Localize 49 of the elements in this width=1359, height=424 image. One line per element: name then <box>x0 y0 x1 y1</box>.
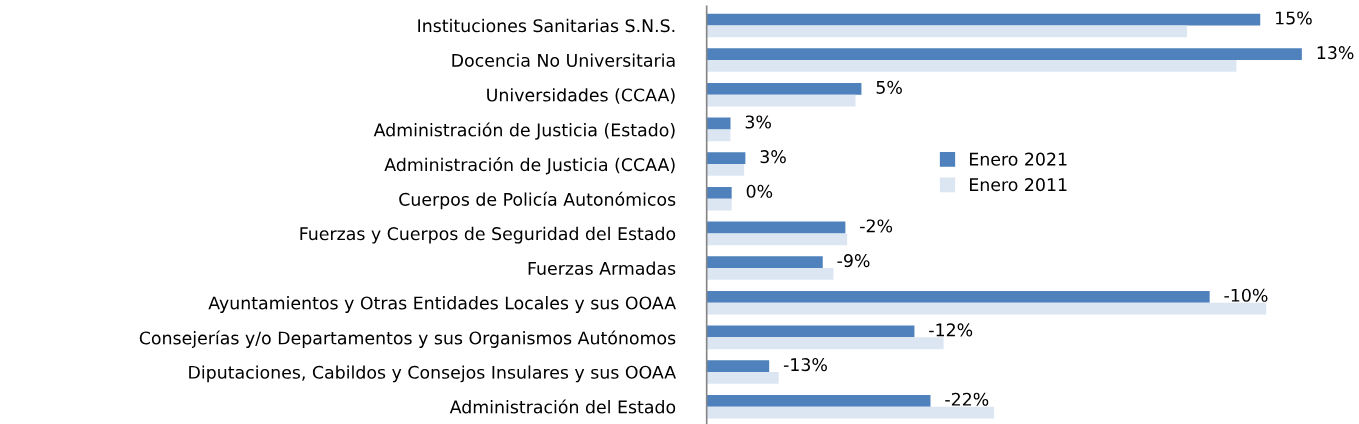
bar <box>706 325 915 338</box>
bar <box>706 302 1267 315</box>
annotation: -22% <box>945 392 989 406</box>
bar <box>706 256 823 269</box>
bar <box>706 152 746 165</box>
bar <box>706 406 995 419</box>
y-tick-label: Ayuntamientos y Otras Entidades Locales y sus OOAA <box>208 296 676 313</box>
annotation: -10% <box>1224 288 1268 302</box>
bar <box>706 94 856 107</box>
annotation: -12% <box>929 323 973 337</box>
bar <box>706 60 1237 72</box>
y-tick-label: Universidades (CCAA) <box>487 88 675 104</box>
bar <box>706 25 1188 38</box>
annotation: -2% <box>860 219 893 233</box>
bar <box>706 360 770 373</box>
annotation: 3% <box>760 150 786 164</box>
bar <box>706 82 862 95</box>
annotation: 5% <box>876 80 902 94</box>
bar <box>706 164 745 176</box>
bar <box>706 372 779 384</box>
annotation: -9% <box>837 254 870 268</box>
annotation: 15% <box>1276 11 1312 25</box>
bar <box>706 198 732 211</box>
bar <box>706 268 834 280</box>
bar <box>706 394 931 407</box>
y-tick-label: Cuerpos de Policía Autonómicos <box>399 191 676 210</box>
y-tick-label: Administración de Justicia (CCAA) <box>384 157 675 175</box>
text: 13% <box>1317 46 1354 60</box>
annotation: -13% <box>783 358 827 372</box>
bar <box>706 186 732 199</box>
legend-label: Enero 2021 <box>970 152 1067 166</box>
bar <box>706 48 1302 61</box>
bar <box>706 337 944 350</box>
bar <box>706 221 846 234</box>
annotation: 0% <box>746 184 773 198</box>
legend-label: Enero 2011 <box>970 178 1067 192</box>
y-tick-label: Instituciones Sanitarias S.N.S. <box>418 18 675 33</box>
y-tick-label: Administración del Estado <box>449 399 676 414</box>
y-tick-label: Fuerzas y Cuerpos de Seguridad del Estado <box>300 226 676 244</box>
y-tick-label: Fuerzas Armadas <box>528 261 676 275</box>
annotation: 3% <box>745 115 771 129</box>
y-tick-label: Consejerías y/o Departamentos y sus Organismos Autónomos <box>139 330 676 348</box>
y-tick-label: Diputaciones, Cabildos y Consejos Insulares y sus OOAA <box>189 365 676 383</box>
bar <box>706 233 848 246</box>
y-tick-label: Administración de Justicia (Estado) <box>373 122 675 140</box>
bar <box>706 290 1210 303</box>
y-tick-label: Docencia No Universitaria <box>452 53 675 67</box>
bar <box>706 129 731 142</box>
bar <box>706 13 1261 26</box>
